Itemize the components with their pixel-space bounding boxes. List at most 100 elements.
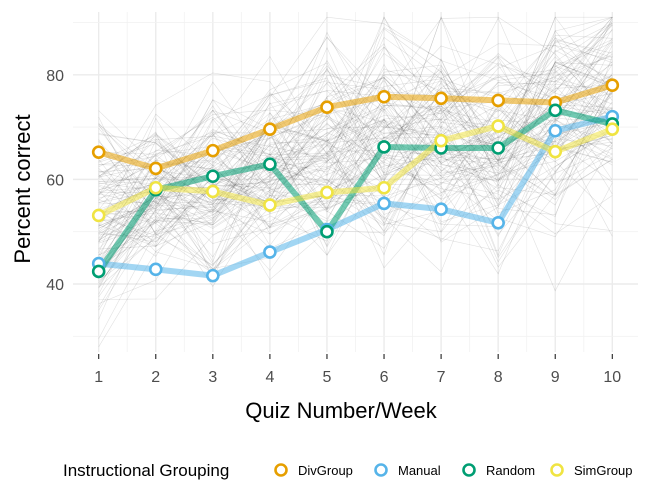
legend-key-manual	[374, 463, 388, 477]
student-line	[98, 105, 613, 208]
student-line	[98, 34, 613, 235]
data-point-divgroup	[148, 161, 163, 176]
y-axis-title: Percent correct	[10, 114, 35, 263]
student-line	[98, 84, 613, 250]
student-line	[98, 74, 613, 223]
student-line	[98, 53, 613, 216]
data-point-simgroup	[263, 198, 277, 212]
student-line	[98, 43, 613, 183]
student-line	[98, 108, 613, 263]
student-line	[98, 118, 613, 300]
legend-key-random	[462, 463, 476, 477]
student-line	[98, 46, 613, 243]
x-tick-label: 4	[265, 369, 274, 386]
data-point-manual	[148, 262, 163, 277]
student-line	[98, 178, 613, 297]
data-point-simgroup	[434, 133, 448, 148]
student-line	[98, 28, 613, 241]
student-line	[98, 65, 613, 190]
legend-title: Instructional Grouping	[63, 461, 229, 480]
data-point-random	[206, 169, 220, 184]
data-point-random	[263, 157, 277, 172]
student-line	[98, 16, 613, 203]
student-line	[98, 29, 613, 241]
student-line	[98, 51, 613, 200]
student-line	[98, 117, 613, 283]
data-point-random	[491, 141, 505, 155]
student-line	[98, 70, 613, 287]
student-line	[98, 90, 613, 285]
student-line	[98, 64, 613, 211]
data-point-random	[91, 264, 106, 279]
y-tick-label: 60	[46, 172, 64, 189]
data-point-divgroup	[377, 89, 391, 104]
student-line	[98, 55, 613, 234]
legend-key-divgroup	[274, 463, 288, 477]
student-line	[98, 82, 613, 232]
data-point-divgroup	[320, 100, 334, 114]
series-line-divgroup	[95, 82, 616, 172]
data-point-divgroup	[263, 122, 277, 136]
data-point-simgroup	[320, 185, 334, 200]
data-point-divgroup	[434, 91, 448, 106]
y-tick-label: 40	[46, 277, 64, 294]
student-line	[98, 97, 613, 247]
student-line	[98, 133, 613, 275]
student-line	[98, 38, 613, 189]
series-line-manual	[95, 113, 616, 279]
x-tick-label: 5	[323, 369, 332, 386]
legend: Instructional Grouping DivGroup Manual Ran…	[63, 461, 633, 480]
data-point-random	[377, 140, 391, 154]
data-point-simgroup	[91, 208, 106, 223]
student-line	[98, 42, 613, 227]
x-tick-label: 3	[208, 369, 217, 386]
student-line	[98, 61, 613, 257]
data-point-divgroup	[605, 78, 620, 93]
student-line	[98, 87, 613, 263]
data-point-manual	[206, 268, 220, 283]
data-point-simgroup	[148, 180, 163, 195]
data-point-simgroup	[377, 180, 391, 195]
student-line	[98, 95, 613, 320]
data-point-simgroup	[605, 122, 620, 136]
x-tick-label: 8	[494, 369, 503, 386]
student-line	[98, 24, 613, 201]
data-point-random	[320, 224, 334, 239]
student-line	[98, 62, 613, 249]
y-tick-label: 80	[46, 68, 64, 85]
student-line	[98, 61, 613, 287]
data-point-manual	[548, 123, 563, 138]
student-line	[98, 96, 613, 215]
student-line	[98, 154, 613, 292]
student-line	[98, 39, 613, 214]
legend-label-divgroup: DivGroup	[298, 463, 353, 478]
y-axis-ticks: 40 60 80	[46, 68, 64, 294]
student-line	[98, 17, 613, 180]
data-point-manual	[434, 202, 448, 216]
student-line	[98, 16, 613, 204]
x-tick-label: 9	[551, 369, 560, 386]
data-point-manual	[263, 245, 277, 259]
student-line	[98, 56, 613, 270]
data-point-divgroup	[206, 143, 220, 158]
legend-label-simgroup: SimGroup	[574, 463, 633, 478]
data-point-simgroup	[491, 119, 505, 133]
student-line	[98, 36, 613, 295]
data-point-simgroup	[548, 144, 563, 159]
data-point-divgroup	[91, 145, 106, 159]
student-line	[98, 64, 613, 187]
student-line	[98, 17, 613, 254]
student-line	[98, 17, 613, 198]
student-line	[98, 39, 613, 178]
student-line	[98, 97, 613, 266]
student-line	[98, 62, 613, 201]
data-point-simgroup	[206, 184, 220, 199]
data-point-manual	[491, 216, 505, 230]
x-axis-title: Quiz Number/Week	[245, 398, 438, 423]
student-line	[98, 16, 613, 196]
grid	[73, 12, 638, 352]
student-line	[98, 88, 613, 256]
student-line	[98, 69, 613, 185]
student-line	[98, 22, 613, 174]
legend-items: DivGroup Manual Random SimGroup	[274, 463, 633, 478]
